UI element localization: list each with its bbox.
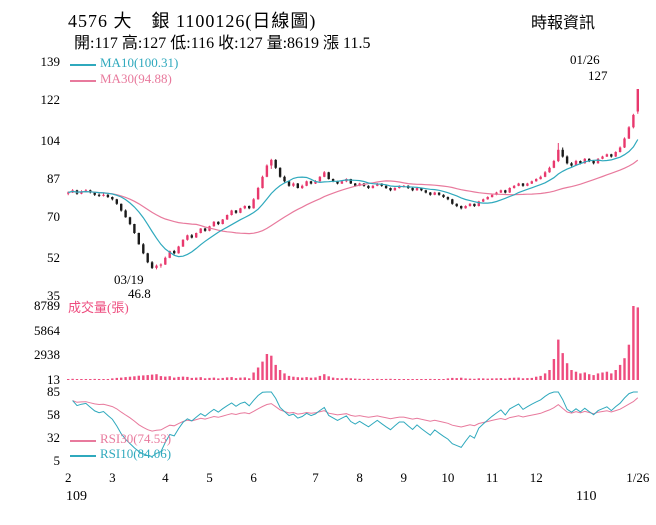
x-axis-month-label: 3	[109, 470, 116, 485]
ma10-legend-swatch	[70, 64, 96, 66]
volume-pane-label: 成交量(張)	[68, 300, 129, 315]
price-axis-tick: 104	[40, 132, 61, 148]
annotation-last-price: 127	[588, 68, 608, 83]
volume-axis-tick: 2938	[34, 347, 60, 363]
x-axis-year-right: 110	[576, 489, 597, 504]
volume-bars	[67, 306, 639, 380]
volume-axis-tick: 13	[47, 372, 60, 387]
x-axis-month-label: 10	[441, 470, 455, 485]
ma10-line	[68, 139, 639, 258]
price-axis-tick: 52	[47, 249, 60, 265]
rsi10-legend-label: RSI10(84.06)	[100, 446, 172, 461]
rsi-axis-tick: 32	[47, 429, 60, 445]
x-axis-month-label: 9	[400, 470, 408, 485]
ma30-legend-swatch	[70, 80, 96, 82]
ma30-line	[68, 159, 639, 235]
annotation-last-date: 01/26	[570, 52, 600, 67]
x-axis-month-label: 6	[250, 470, 257, 485]
annotation-low-value: 46.8	[128, 286, 151, 301]
rsi30-line	[72, 397, 639, 432]
price-axis-tick: 122	[40, 92, 61, 108]
page-title: 4576 大 銀 1100126(日線圖)	[68, 11, 317, 31]
ohlc-summary: 開:117 高:127 低:116 收:127 量:8619 漲 11.5	[74, 35, 371, 52]
x-axis-month-label: 4	[162, 470, 169, 485]
rsi10-line	[72, 391, 638, 458]
price-axis-tick: 35	[47, 288, 60, 303]
price-axis-tick: 87	[47, 171, 60, 186]
annotation-low-date: 03/19	[114, 272, 144, 287]
rsi30-legend-label: RSI30(74.53)	[100, 431, 172, 446]
volume-axis-tick: 5864	[34, 322, 60, 338]
volume-axis-tick: 8789	[34, 298, 60, 313]
candlesticks	[67, 89, 639, 270]
ma30-legend-label: MA30(94.88)	[100, 71, 172, 86]
x-axis-year-left: 109	[66, 489, 87, 504]
price-axis-tick: 139	[40, 54, 61, 69]
x-axis-month-label: 11	[485, 470, 499, 485]
x-axis-month-label: 12	[529, 470, 543, 485]
x-axis-month-label: 7	[312, 470, 319, 485]
price-axis-tick: 70	[47, 209, 60, 225]
rsi-axis-tick: 58	[47, 407, 60, 423]
source-label: 時報資訊	[531, 15, 596, 32]
ma10-legend-label: MA10(100.31)	[100, 55, 179, 70]
rsi-axis-tick: 5	[53, 453, 61, 468]
x-axis-month-label: 8	[356, 470, 363, 485]
x-axis-month-label: 2	[64, 470, 72, 485]
x-axis-month-label: 1/26	[626, 470, 650, 485]
x-axis-month-label: 5	[206, 470, 213, 485]
rsi30-legend-swatch	[70, 440, 96, 442]
rsi10-legend-swatch	[70, 455, 96, 457]
rsi-axis-tick: 85	[47, 384, 60, 399]
